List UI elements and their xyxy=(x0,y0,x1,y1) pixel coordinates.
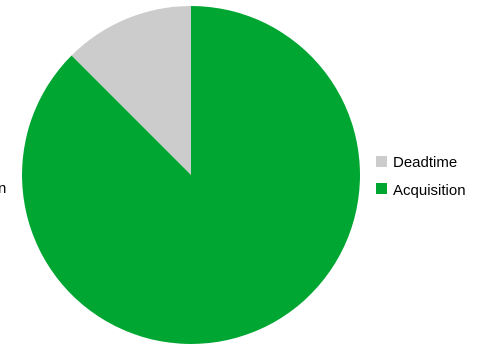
cropped-label-fragment: n xyxy=(0,180,6,197)
legend-swatch-acquisition xyxy=(376,183,387,194)
legend: Deadtime Acquisition xyxy=(376,154,466,199)
pie-slice-deadtime xyxy=(71,6,191,175)
legend-label-acquisition: Acquisition xyxy=(393,182,466,199)
pie-slices xyxy=(22,6,361,345)
legend-label-deadtime: Deadtime xyxy=(393,154,457,171)
pie-slice-acquisition xyxy=(22,6,361,345)
legend-swatch-deadtime xyxy=(376,156,387,167)
